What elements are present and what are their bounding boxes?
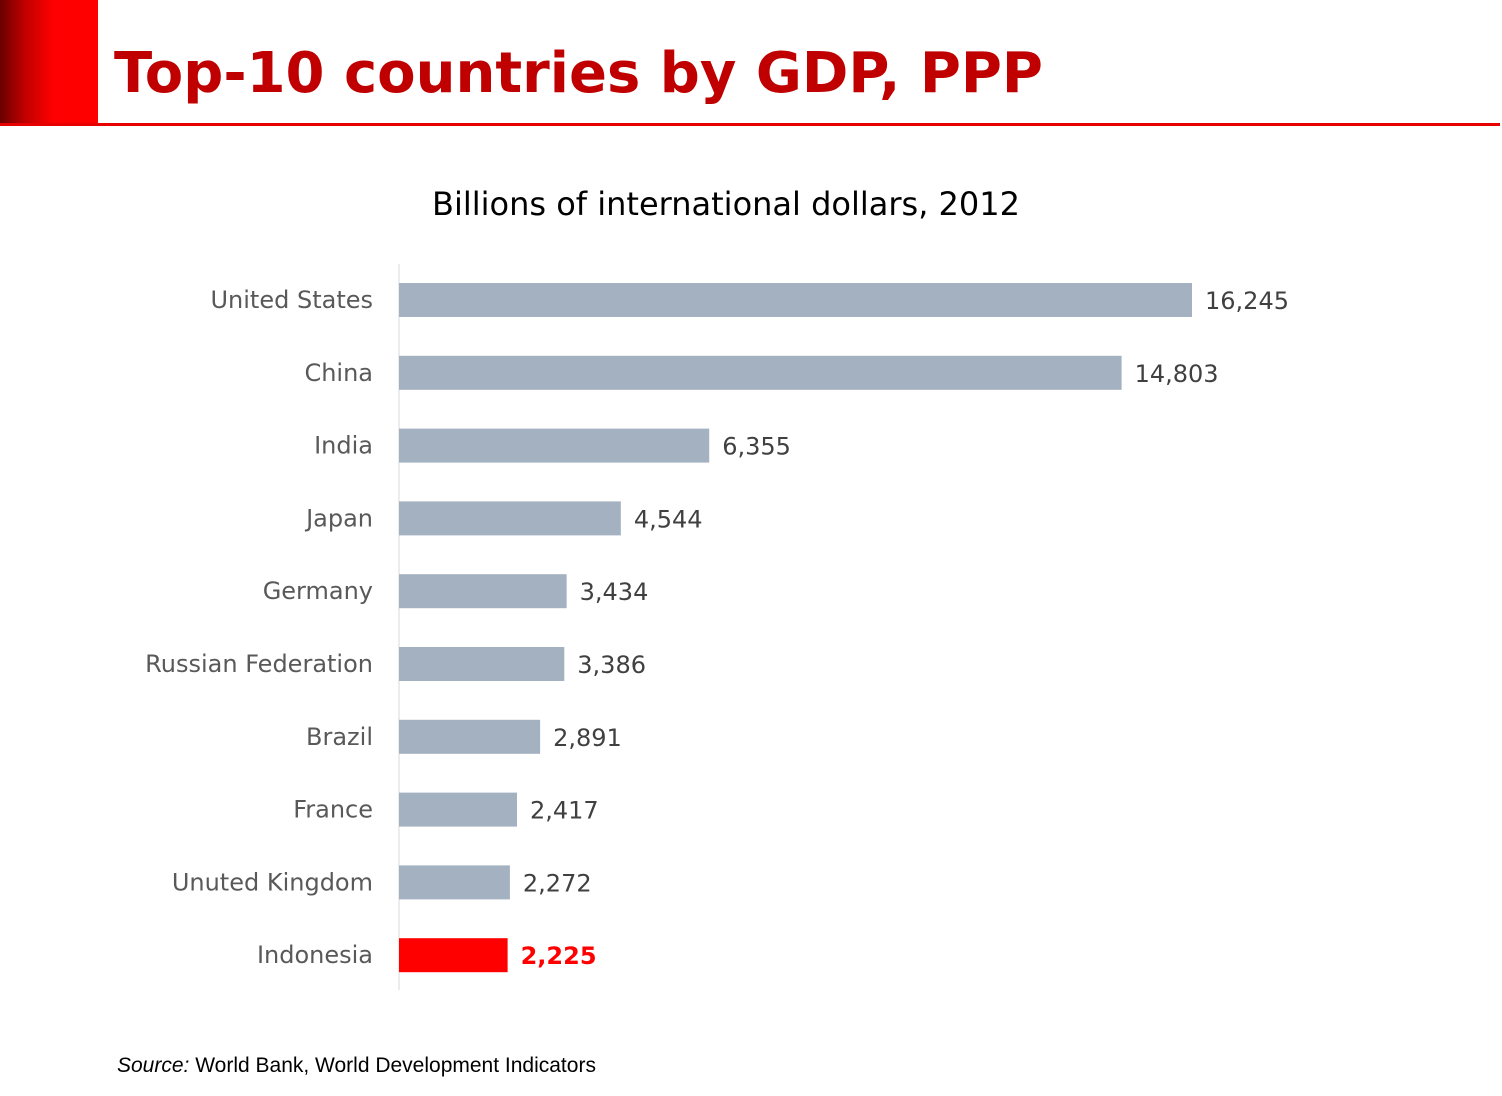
value-label: 3,434 xyxy=(580,578,649,606)
category-label: Brazil xyxy=(306,723,373,751)
value-label: 14,803 xyxy=(1135,360,1219,388)
category-label: Indonesia xyxy=(257,941,373,969)
bar xyxy=(399,501,621,536)
source-note: Source: World Bank, World Development In… xyxy=(117,1052,596,1080)
bar xyxy=(399,719,541,754)
value-label: 4,544 xyxy=(634,505,703,533)
category-label: India xyxy=(314,432,373,460)
value-label: 6,355 xyxy=(722,433,791,461)
value-label: 2,225 xyxy=(521,942,597,970)
category-label: United States xyxy=(210,286,373,314)
value-label: 2,272 xyxy=(523,869,592,897)
title-underline xyxy=(0,123,1500,126)
value-label: 2,891 xyxy=(553,724,622,752)
category-label: Unuted Kingdom xyxy=(172,868,373,896)
source-prefix: Source: xyxy=(117,1054,190,1077)
bar xyxy=(399,647,565,681)
bar xyxy=(399,574,567,609)
bar xyxy=(399,865,510,900)
bar xyxy=(399,428,710,463)
bar-highlighted xyxy=(399,938,508,973)
bar xyxy=(399,355,1122,390)
value-label: 2,417 xyxy=(530,797,599,825)
slide-title: Top-10 countries by GDP, PPP xyxy=(114,41,1043,106)
category-label: France xyxy=(293,796,373,824)
value-label: 16,245 xyxy=(1205,287,1289,315)
value-label: 3,386 xyxy=(577,651,646,679)
category-label: Germany xyxy=(263,577,373,605)
source-text: World Bank, World Development Indicators xyxy=(189,1054,596,1077)
side-accent-bar xyxy=(0,0,98,124)
bar xyxy=(399,283,1192,317)
bar xyxy=(399,792,517,827)
category-label: China xyxy=(304,359,373,387)
category-label: Russian Federation xyxy=(145,650,373,678)
category-label: Japan xyxy=(304,504,373,532)
chart-subtitle: Billions of international dollars, 2012 xyxy=(432,185,1020,223)
